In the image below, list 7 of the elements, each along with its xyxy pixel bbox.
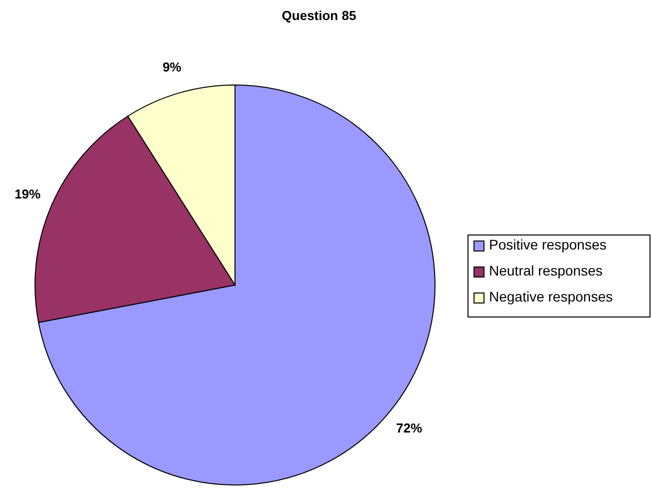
legend-label: Neutral responses (489, 262, 603, 279)
data-label: 9% (162, 59, 182, 74)
data-label: 19% (14, 186, 42, 202)
legend-label: Negative responses (489, 288, 613, 305)
legend-label: Positive responses (489, 236, 607, 253)
data-label: 72% (396, 420, 423, 436)
chart-title: Question 85 (282, 8, 356, 23)
